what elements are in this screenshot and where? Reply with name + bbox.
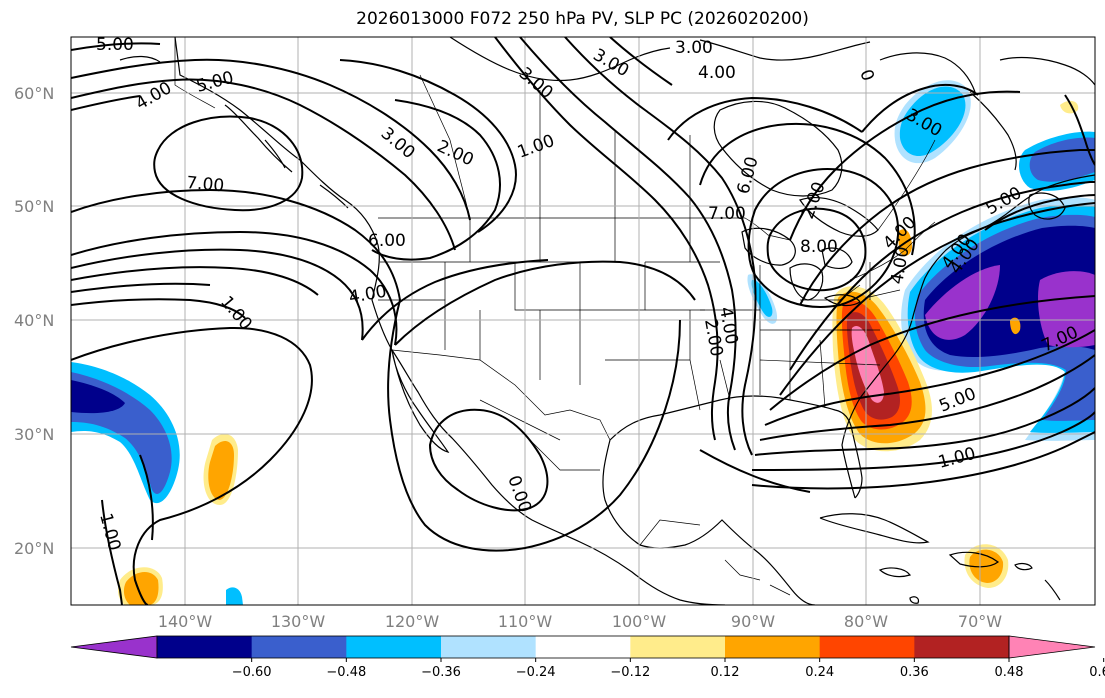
colorbar-swatch	[725, 636, 821, 658]
lon-label: 90°W	[731, 612, 775, 631]
lon-label: 140°W	[158, 612, 213, 631]
colorbar-swatch	[630, 636, 726, 658]
colorbar-tick-label: 0.60	[1089, 665, 1105, 680]
contour-label: 5.00	[96, 35, 134, 55]
contour-label: 7.00	[708, 204, 746, 224]
colorbar-tick-label: 0.48	[995, 665, 1024, 680]
colorbar-tick-label: −0.12	[610, 665, 650, 680]
colorbar-outline	[156, 635, 1010, 659]
lon-label: 80°W	[844, 612, 888, 631]
colorbar-swatch	[251, 636, 347, 658]
political-borders	[174, 37, 936, 596]
contour-label: 4.00	[698, 63, 736, 83]
colorbar-swatch	[914, 636, 1010, 658]
colorbar-extend-high	[1008, 635, 1096, 659]
lon-label: 120°W	[385, 612, 440, 631]
lat-label: 40°N	[14, 311, 54, 330]
colorbar-tick-label: −0.48	[326, 665, 366, 680]
colorbar-tick-label: −0.60	[232, 665, 272, 680]
lat-label: 20°N	[14, 539, 54, 558]
lon-label: 70°W	[958, 612, 1002, 631]
colorbar-tick-label: −0.24	[516, 665, 556, 680]
colorbar-swatch	[535, 636, 631, 658]
lat-label: 50°N	[14, 197, 54, 216]
latitude-labels: 20°N 30°N 40°N 50°N 60°N	[14, 84, 54, 558]
colorbar-extend-low	[70, 635, 158, 659]
contour-label: 7.00	[186, 173, 225, 196]
lat-label: 60°N	[14, 84, 54, 103]
colorbar-tick-label: 0.24	[805, 665, 834, 680]
colorbar-swatch	[441, 636, 537, 658]
colorbar-swatch	[819, 636, 915, 658]
colorbar: −0.60 −0.48 −0.36 −0.24 −0.12 0.12 0.24 0.36 0.4…	[70, 635, 1105, 680]
lon-label: 130°W	[271, 612, 326, 631]
colorbar-tick-label: 0.12	[711, 665, 740, 680]
slp-contours	[71, 37, 1095, 605]
lon-label: 110°W	[498, 612, 553, 631]
map-frame	[70, 36, 1096, 606]
contour-label: 6.00	[368, 231, 406, 251]
colorbar-swatch	[346, 636, 442, 658]
map-title: 2026013000 F072 250 hPa PV, SLP PC (2026…	[356, 9, 809, 29]
colorbar-tick-label: 0.36	[900, 665, 929, 680]
contour-label: 8.00	[800, 237, 838, 257]
lat-label: 30°N	[14, 425, 54, 444]
colorbar-swatch	[157, 636, 253, 658]
contour-label: 3.00	[675, 38, 713, 58]
contour-labels: 5.00 4.00 5.00 7.00 3.00 2.00 1.00 3.00 …	[95, 35, 1081, 553]
graticule	[71, 37, 1095, 605]
lon-label: 100°W	[612, 612, 667, 631]
longitude-labels: 140°W 130°W 120°W 110°W 100°W 90°W 80°W …	[158, 612, 1002, 631]
colorbar-tick-label: −0.36	[421, 665, 461, 680]
